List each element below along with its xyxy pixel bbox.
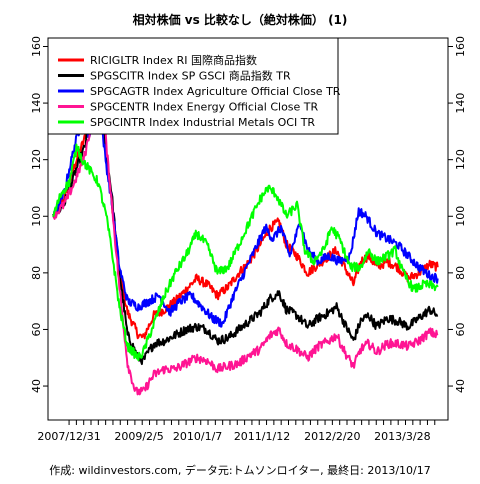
chart-title: 相対株価 vs 比較なし（絶対株価） (1) <box>133 12 348 27</box>
series-line-4 <box>52 73 439 396</box>
y-tick-label-left: 60 <box>30 322 43 336</box>
x-tick-label: 2012/2/20 <box>304 430 360 443</box>
x-axis: 2007/12/31 2009/2/5 2010/1/7 2011/1/12 2012/… <box>37 420 436 443</box>
y-axis-right: 40 60 80 100 120 140 160 <box>448 36 467 393</box>
y-tick-label-right: 40 <box>454 379 467 393</box>
series-line-5 <box>52 143 439 362</box>
legend-label: SPGCAGTR Index Agriculture Official Clos… <box>90 85 341 98</box>
chart-caption: 作成: wildinvestors.com, データ元:トムソンロイター, 最終… <box>49 463 430 477</box>
y-tick-label-right: 100 <box>454 206 467 227</box>
x-tick-label: 2007/12/31 <box>37 430 100 443</box>
series-line-3 <box>52 102 439 328</box>
legend: RICIGLTR Index RI 国際商品指数 SPGSCITR Index S… <box>47 37 341 135</box>
x-tick-label: 2011/1/12 <box>234 430 290 443</box>
x-tick-label: 2013/3/28 <box>374 430 430 443</box>
legend-box <box>47 37 339 135</box>
legend-label: SPGSCITR Index SP GSCI 商品指数 TR <box>90 69 291 83</box>
legend-label: SPGCENTR Index Energy Official Close TR <box>90 101 319 114</box>
y-tick-label-left: 80 <box>30 266 43 280</box>
y-tick-label-left: 100 <box>30 206 43 227</box>
series-layer <box>52 73 439 396</box>
y-tick-label-right: 160 <box>454 36 467 57</box>
y-tick-label-right: 120 <box>454 149 467 170</box>
y-tick-label-right: 60 <box>454 322 467 336</box>
y-tick-label-left: 140 <box>30 93 43 114</box>
y-tick-label-right: 80 <box>454 266 467 280</box>
x-tick-label: 2009/2/5 <box>114 430 163 443</box>
series-line-1 <box>52 99 439 340</box>
y-tick-label-left: 40 <box>30 379 43 393</box>
legend-label: RICIGLTR Index RI 国際商品指数 <box>90 53 257 67</box>
y-tick-label-left: 120 <box>30 149 43 170</box>
legend-label: SPGCINTR Index Industrial Metals OCI TR <box>90 116 315 129</box>
x-tick-label: 2010/1/7 <box>173 430 222 443</box>
y-tick-label-left: 160 <box>30 36 43 57</box>
y-tick-label-right: 140 <box>454 93 467 114</box>
y-axis-left: 40 60 80 100 120 140 160 <box>30 36 48 393</box>
